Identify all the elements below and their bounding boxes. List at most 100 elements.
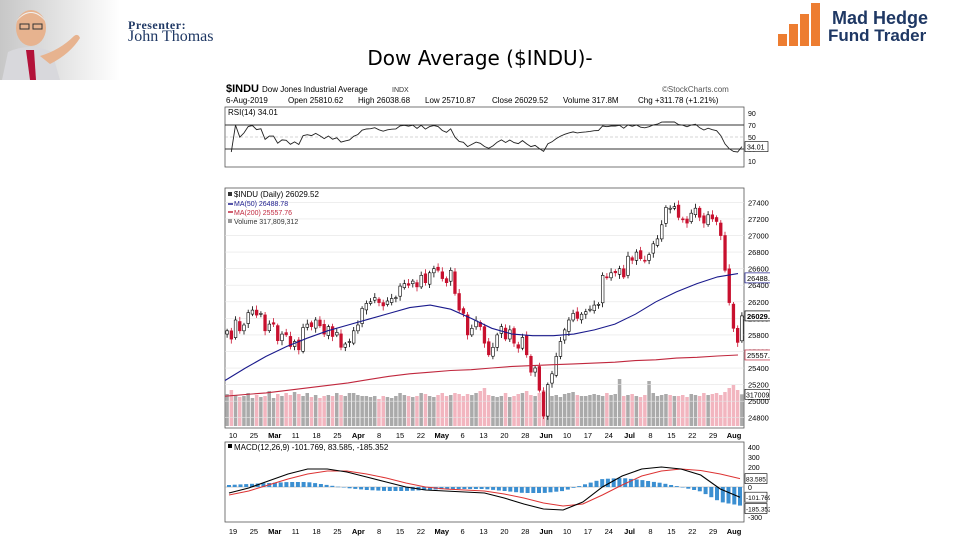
- x-tick-label: 8: [648, 431, 652, 440]
- candle-body: [609, 272, 613, 279]
- macd-histogram-bar: [456, 487, 461, 489]
- x-tick-label: 20: [500, 527, 508, 536]
- x-tick-label: 22: [417, 431, 425, 440]
- macd-tick-label: 300: [748, 455, 760, 462]
- candle-body: [605, 276, 609, 279]
- brand-name-line2: Fund Trader: [828, 26, 927, 45]
- rsi-tick-label: 70: [748, 123, 756, 130]
- volume-bar: [360, 396, 364, 426]
- macd-histogram-bar: [439, 487, 444, 490]
- candle-body: [622, 268, 626, 278]
- candle-body: [613, 271, 618, 274]
- volume-bar: [626, 395, 630, 426]
- volume-bar: [398, 393, 402, 426]
- candle-body: [373, 297, 377, 301]
- rsi-tick-label: 90: [748, 111, 756, 118]
- price-flag-label: 25557.76: [747, 351, 770, 360]
- volume-bar: [647, 381, 651, 426]
- x-tick-label: 13: [479, 431, 487, 440]
- macd-histogram-bar: [674, 486, 679, 487]
- volume-bar: [681, 395, 685, 426]
- x-tick-label: Jul: [624, 431, 635, 440]
- volume-bar: [491, 396, 495, 426]
- ma200-legend-label: MA(200) 25557.76: [234, 210, 292, 217]
- candle-body: [259, 313, 263, 315]
- candle-body: [318, 319, 322, 327]
- macd-tick-label: -300: [748, 515, 762, 522]
- volume-bar: [276, 394, 280, 426]
- macd-histogram-bar: [410, 487, 415, 491]
- volume-bar: [284, 393, 288, 426]
- volume-bar: [326, 395, 331, 426]
- rsi-label: RSI(14) 34.01: [228, 108, 278, 117]
- volume-bar: [229, 390, 234, 426]
- volume-bar: [250, 398, 255, 426]
- macd-histogram-bar: [284, 482, 289, 487]
- x-tick-label: 24: [605, 431, 613, 440]
- price-tick-label: 26600: [748, 265, 769, 274]
- macd-histogram-bar: [525, 487, 530, 493]
- candle-body: [681, 218, 685, 221]
- price-tick-label: 25400: [748, 364, 769, 373]
- macd-histogram-bar: [278, 482, 283, 487]
- x-tick-label: Apr: [352, 527, 365, 536]
- x-tick-label: 8: [377, 527, 381, 536]
- volume-bar: [259, 397, 263, 426]
- macd-signal-line: [228, 468, 741, 507]
- price-tick-label: 27200: [748, 215, 769, 224]
- candle-body: [626, 255, 630, 276]
- macd-histogram-bar: [560, 487, 564, 492]
- volume-bar: [238, 397, 242, 426]
- macd-histogram-bar: [548, 487, 553, 493]
- volume-bar: [600, 396, 605, 426]
- macd-histogram-bar: [318, 484, 323, 487]
- candle-body: [432, 268, 436, 274]
- candle-body: [381, 302, 385, 307]
- candle-body: [727, 268, 731, 303]
- volume-bar: [617, 379, 622, 426]
- chart-index-name: Dow Jones Industrial Average: [262, 85, 368, 94]
- macd-histogram-bar: [697, 487, 702, 492]
- chart-low: Low 25710.87: [425, 96, 476, 105]
- candle-body: [499, 326, 504, 334]
- volume-bar: [330, 396, 335, 426]
- macd-histogram-bar: [680, 487, 685, 488]
- macd-panel: [224, 441, 745, 523]
- candle-body: [630, 257, 634, 261]
- candle-body: [567, 319, 571, 332]
- volume-bar: [520, 393, 525, 426]
- macd-histogram-bar: [508, 487, 513, 492]
- volume-bar: [740, 394, 744, 426]
- x-tick-label: 13: [479, 527, 487, 536]
- volume-bar: [714, 393, 719, 426]
- x-tick-label: 29: [709, 431, 717, 440]
- candle-body: [516, 344, 520, 349]
- macd-flag: [744, 473, 768, 484]
- candle-body: [470, 328, 474, 336]
- candle-body: [377, 298, 381, 303]
- x-tick-label: 6: [461, 527, 465, 536]
- volume-bar: [550, 396, 554, 426]
- volume-bar: [634, 396, 639, 426]
- macd-histogram-bar: [250, 483, 254, 487]
- macd-histogram-bar: [577, 486, 582, 487]
- chart-exchange: INDX: [392, 87, 409, 94]
- volume-bar: [364, 396, 369, 426]
- macd-histogram-bar: [428, 487, 432, 490]
- x-tick-label: 22: [688, 527, 696, 536]
- macd-histogram-bar: [565, 487, 570, 490]
- macd-histogram-bar: [502, 487, 507, 491]
- volume-bar: [579, 396, 584, 426]
- volume-bar: [280, 396, 284, 426]
- macd-histogram-bar: [594, 480, 599, 487]
- volume-bar: [322, 396, 326, 426]
- macd-flag-label: 83.585: [746, 477, 766, 484]
- price-tick-label: 27400: [748, 198, 769, 207]
- price-tick-label: 26200: [748, 298, 769, 307]
- chart-high: High 26038.68: [358, 96, 411, 105]
- chart-change: Chg +311.78 (+1.21%): [638, 96, 719, 105]
- macd-histogram-bar: [732, 487, 737, 505]
- volume-bar: [297, 394, 301, 426]
- volume-bar: [495, 397, 499, 426]
- volume-bar: [339, 395, 343, 426]
